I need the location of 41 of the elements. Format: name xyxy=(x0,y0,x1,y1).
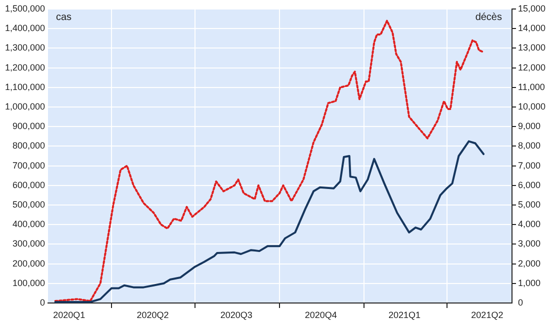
y2-tick-label: 11,000 xyxy=(518,82,545,92)
y-tick-label: 400,000 xyxy=(12,219,45,230)
y2-tick-label: 4,000 xyxy=(518,219,541,230)
y2-tick-label: 13,000 xyxy=(518,42,546,53)
y2-tick-label: 3,000 xyxy=(518,238,541,249)
y-tick-label: 200,000 xyxy=(12,258,45,268)
y2-tick-label: 1,000 xyxy=(518,278,541,288)
x-tick-label: 2020Q3 xyxy=(220,310,252,320)
y-tick-label: 1,100,000 xyxy=(4,82,45,92)
y-tick-label: 600,000 xyxy=(12,180,45,190)
x-tick-label: 2020Q4 xyxy=(304,310,337,320)
y2-tick-label: 8,000 xyxy=(518,140,541,151)
y-tick-label: 500,000 xyxy=(12,199,45,210)
x-tick-label: 2020Q1 xyxy=(53,310,86,320)
y2-tick-label: 5,000 xyxy=(518,199,541,210)
y2-tick-label: 14,000 xyxy=(518,23,546,34)
y-tick-label: 1,000,000 xyxy=(4,101,45,112)
y2-axis-title: décès xyxy=(475,12,502,23)
y2-tick-label: 9,000 xyxy=(518,121,541,132)
y2-tick-label: 10,000 xyxy=(518,101,546,112)
y-tick-label: 900,000 xyxy=(12,121,45,132)
x-tick-label: 2021Q2 xyxy=(471,310,504,320)
y2-tick-label: 6,000 xyxy=(518,180,541,190)
y2-tick-label: 2,000 xyxy=(518,258,541,268)
y-tick-label: 800,000 xyxy=(12,140,45,151)
x-tick-label: 2021Q1 xyxy=(388,310,421,320)
y2-tick-label: 0 xyxy=(518,297,524,308)
line-series xyxy=(54,20,485,302)
y2-tick-label: 7,000 xyxy=(518,160,541,170)
y-axis-title: cas xyxy=(56,12,72,23)
y2-tick-label: 12,000 xyxy=(518,62,546,72)
y-tick-label: 1,200,000 xyxy=(4,62,45,72)
y2-tick-label: 15,000 xyxy=(518,3,546,14)
y-tick-label: 300,000 xyxy=(12,238,45,249)
y-tick-label: 1,300,000 xyxy=(4,42,45,53)
y-tick-label: 1,500,000 xyxy=(4,3,45,14)
y-tick-label: 100,000 xyxy=(12,278,45,288)
x-tick-label: 2020Q2 xyxy=(136,310,169,320)
y-tick-label: 1,400,000 xyxy=(4,23,45,34)
y-tick-label: 0 xyxy=(40,297,45,308)
y-tick-label: 700,000 xyxy=(12,160,45,170)
